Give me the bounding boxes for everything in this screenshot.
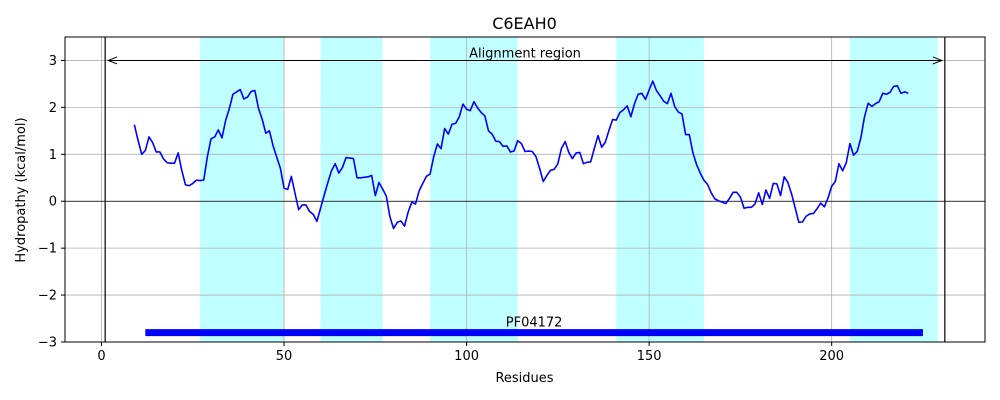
y-tick-label: 2 [49,101,57,116]
plot-area: Alignment region PF04172 0 50 100 150 200 −3 −2 −… [38,36,986,364]
y-tick-label: −1 [38,242,57,257]
x-tick-label: 150 [637,349,662,364]
hydropathy-line [133,80,909,230]
x-tick-label: 50 [276,349,293,364]
shaded-region-1 [200,37,285,342]
shaded-region-4 [616,37,704,342]
shaded-region-5 [849,37,938,342]
alignment-arrow-left-head [106,56,118,65]
y-axis-label: Hydropathy (kcal/mol) [14,117,29,262]
x-tick-label: 0 [97,349,105,364]
y-tick-label: 3 [49,54,57,69]
chart-title: C6EAH0 [492,14,557,33]
alignment-arrow-right-head [932,56,944,65]
shaded-region-2 [320,37,383,342]
alignment-region-label: Alignment region [469,46,581,61]
x-tick-label: 200 [819,349,844,364]
domain-label: PF04172 [506,316,563,331]
y-tick-label: 1 [49,148,57,163]
x-axis-label: Residues [495,371,553,386]
y-tick-label: −2 [38,289,57,304]
shaded-region-3 [430,37,518,342]
plot-frame [64,36,986,343]
x-tick-label: 100 [454,349,479,364]
y-tick-label: −3 [38,336,57,351]
y-tick-label: 0 [49,195,57,210]
